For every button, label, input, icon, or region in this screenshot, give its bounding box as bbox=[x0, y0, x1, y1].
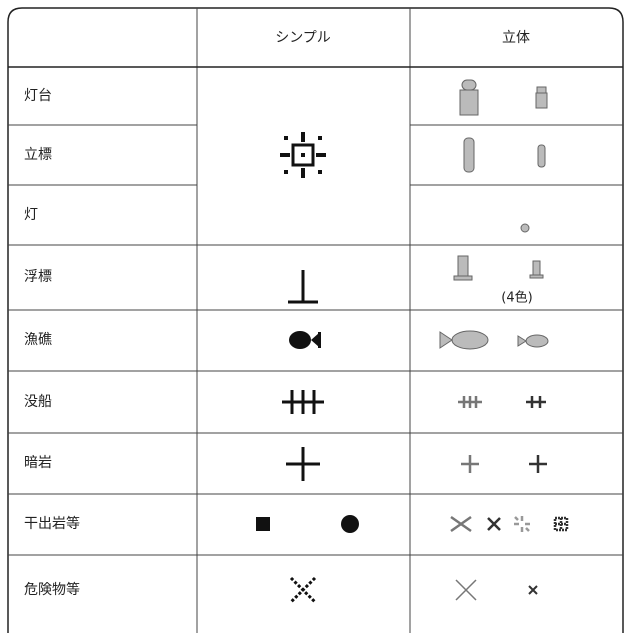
table-border bbox=[7, 7, 624, 633]
row-label: 没船 bbox=[24, 394, 52, 410]
grid bbox=[8, 8, 623, 633]
row-label: 灯台 bbox=[24, 88, 52, 104]
header-cell: 立体 bbox=[502, 30, 530, 46]
note: (4色) bbox=[501, 290, 532, 306]
header-cell: シンプル bbox=[275, 30, 331, 46]
row-label: 浮標 bbox=[24, 269, 52, 285]
row-label: 暗岩 bbox=[24, 455, 52, 471]
row-label: 干出岩等 bbox=[24, 515, 80, 532]
row-label: 灯 bbox=[24, 207, 38, 223]
row-label: 立標 bbox=[24, 147, 52, 163]
icons bbox=[256, 79, 569, 604]
row-label: 漁礁 bbox=[24, 332, 52, 348]
row-label: 危険物等 bbox=[24, 581, 80, 598]
